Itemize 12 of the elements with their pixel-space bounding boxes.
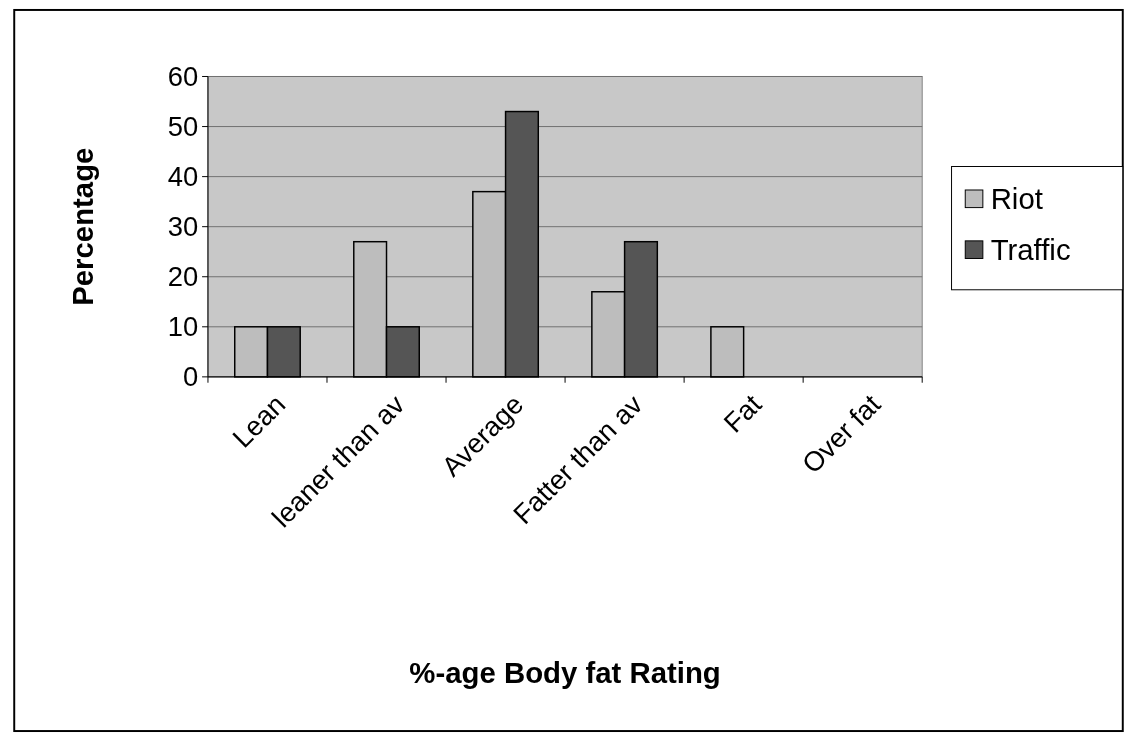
y-tick-label: 60 [167,61,199,93]
y-tick-label: 0 [182,361,199,393]
y-axis-title: Percentage [65,147,99,306]
x-axis-title: %-age Body fat Rating [409,656,721,690]
y-tick-label: 40 [167,161,199,193]
legend-label: Riot [990,182,1043,216]
y-tick-label: 20 [167,261,199,293]
x-tick-label: Fat [717,388,768,439]
y-tick-label: 30 [167,211,199,243]
y-tick-label: 10 [167,311,199,343]
legend-label: Traffic [990,232,1071,266]
y-tick-label: 50 [167,111,199,143]
